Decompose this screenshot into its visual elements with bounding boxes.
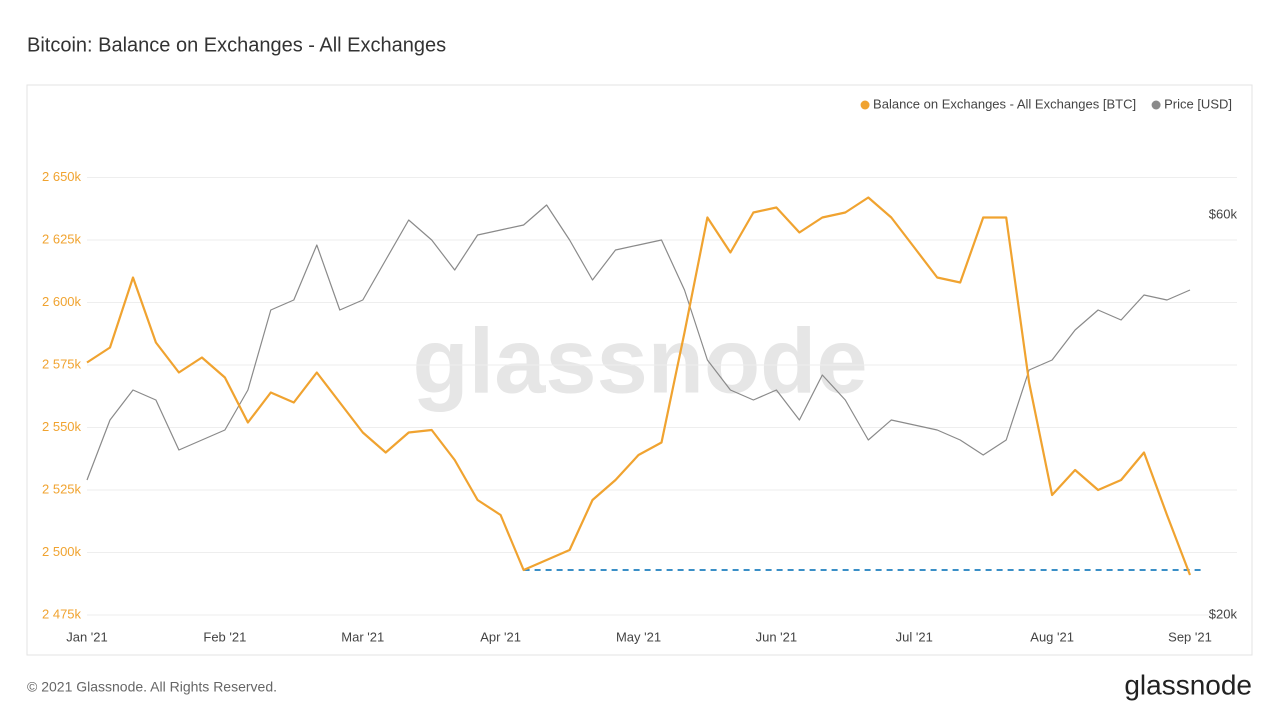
legend-label: Price [USD] <box>1164 96 1232 111</box>
y-tick-label: 2 500k <box>42 544 82 559</box>
x-tick-label: Jul '21 <box>896 629 933 644</box>
chart-title: Bitcoin: Balance on Exchanges - All Exch… <box>27 34 446 56</box>
chart-frame <box>26 84 1253 656</box>
y-tick-label: 2 475k <box>42 606 82 621</box>
x-tick-label: Sep '21 <box>1168 629 1212 644</box>
x-tick-label: Apr '21 <box>480 629 521 644</box>
y-tick-label: 2 600k <box>42 294 82 309</box>
x-tick-label: Jun '21 <box>756 629 798 644</box>
x-tick-label: May '21 <box>616 629 661 644</box>
x-tick-label: Jan '21 <box>66 629 108 644</box>
brand-logo: glassnode <box>1124 669 1252 700</box>
legend-label: Balance on Exchanges - All Exchanges [BT… <box>873 96 1136 111</box>
y2-tick-label: $60k <box>1209 206 1238 221</box>
watermark: glassnode <box>412 310 867 412</box>
y2-tick-label: $20k <box>1209 606 1238 621</box>
y-tick-label: 2 575k <box>42 356 82 371</box>
series-line <box>86 204 1191 481</box>
series-line <box>86 196 1192 576</box>
legend-marker <box>1151 100 1161 110</box>
x-tick-label: Mar '21 <box>341 629 384 644</box>
y-tick-label: 2 650k <box>42 169 82 184</box>
legend-marker <box>860 100 870 110</box>
y-tick-label: 2 625k <box>42 231 82 246</box>
x-tick-label: Feb '21 <box>203 629 246 644</box>
footer: © 2021 Glassnode. All Rights Reserved. <box>27 679 277 695</box>
y-tick-label: 2 525k <box>42 481 82 496</box>
y-tick-label: 2 550k <box>42 419 82 434</box>
x-tick-label: Aug '21 <box>1030 629 1074 644</box>
